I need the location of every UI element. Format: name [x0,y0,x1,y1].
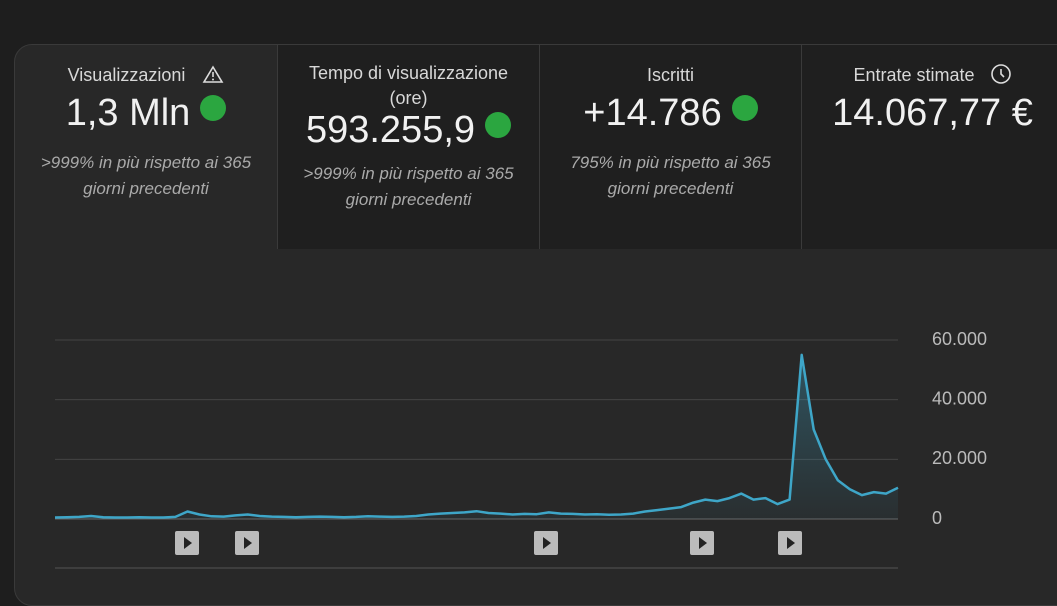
tab-change: 795% in più rispetto ai 365 giorni prece… [570,153,771,198]
video-markers [175,531,802,555]
tab-value: 1,3 Mln [65,92,191,134]
tab[interactable]: Tempo di visualizzazione (ore) 593.255,9… [277,45,539,249]
tab[interactable]: Entrate stimate 14.067,77 € [801,45,1057,249]
tab-value: 14.067,77 € [832,92,1033,134]
up-icon [485,112,512,138]
tab-value: +14.786 [583,92,722,134]
clock-icon [990,64,1011,84]
tab-label: Tempo di visualizzazione (ore) [308,63,509,108]
up-icon [200,95,227,121]
up-icon [731,95,758,121]
line [54,353,899,519]
page: Visualizzazioni 1,3 Mln >999% in più ris… [14,44,1057,606]
tab-value: 593.255,9 [305,109,476,151]
tab[interactable]: Iscritti +14.786 795% in più rispetto ai… [539,45,801,249]
tab-label: Iscritti [647,65,694,85]
tab-change: >999% in più rispetto ai 365 giorni prec… [303,164,514,209]
tab-change: >999% in più rispetto ai 365 giorni prec… [40,153,252,198]
y-tick-label: 20.000 [932,448,987,468]
area [55,354,898,519]
tab-label: Entrate stimate [853,65,975,85]
y-tick-label: 0 [932,508,942,528]
tab-label: Visualizzazioni [67,65,186,85]
y-tick-label: 60.000 [932,329,987,349]
chart: 0 20.000 40.000 60.000 [54,329,987,569]
y-tick-label: 40.000 [932,388,987,408]
warning-icon [202,65,224,83]
tab[interactable]: Visualizzazioni 1,3 Mln >999% in più ris… [15,45,277,249]
